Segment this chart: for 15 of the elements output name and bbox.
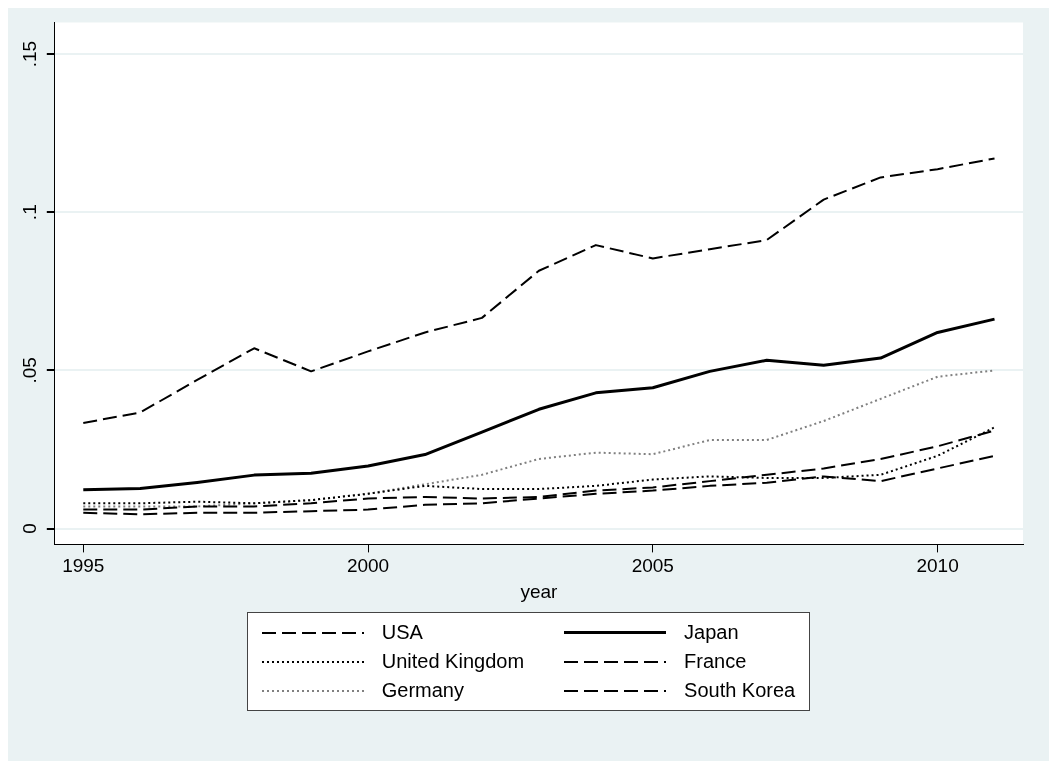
- y-tick-label: .15: [18, 40, 40, 68]
- legend-label: Japan: [684, 621, 739, 644]
- x-tick-label: 2005: [631, 555, 674, 577]
- legend-label: South Korea: [684, 679, 796, 702]
- x-tick-label: 1995: [62, 555, 105, 577]
- y-tick-label: .1: [18, 204, 40, 221]
- legend-label: France: [684, 650, 747, 673]
- y-tick-label: .05: [18, 357, 40, 384]
- x-tick-label: 2010: [916, 555, 959, 577]
- y-tick-label: 0: [18, 523, 40, 534]
- x-tick-label: 2000: [346, 555, 390, 577]
- x-axis-title: year: [520, 580, 559, 602]
- legend-label: Germany: [381, 679, 464, 702]
- legend-label: USA: [381, 621, 423, 644]
- legend-label: United Kingdom: [381, 650, 525, 673]
